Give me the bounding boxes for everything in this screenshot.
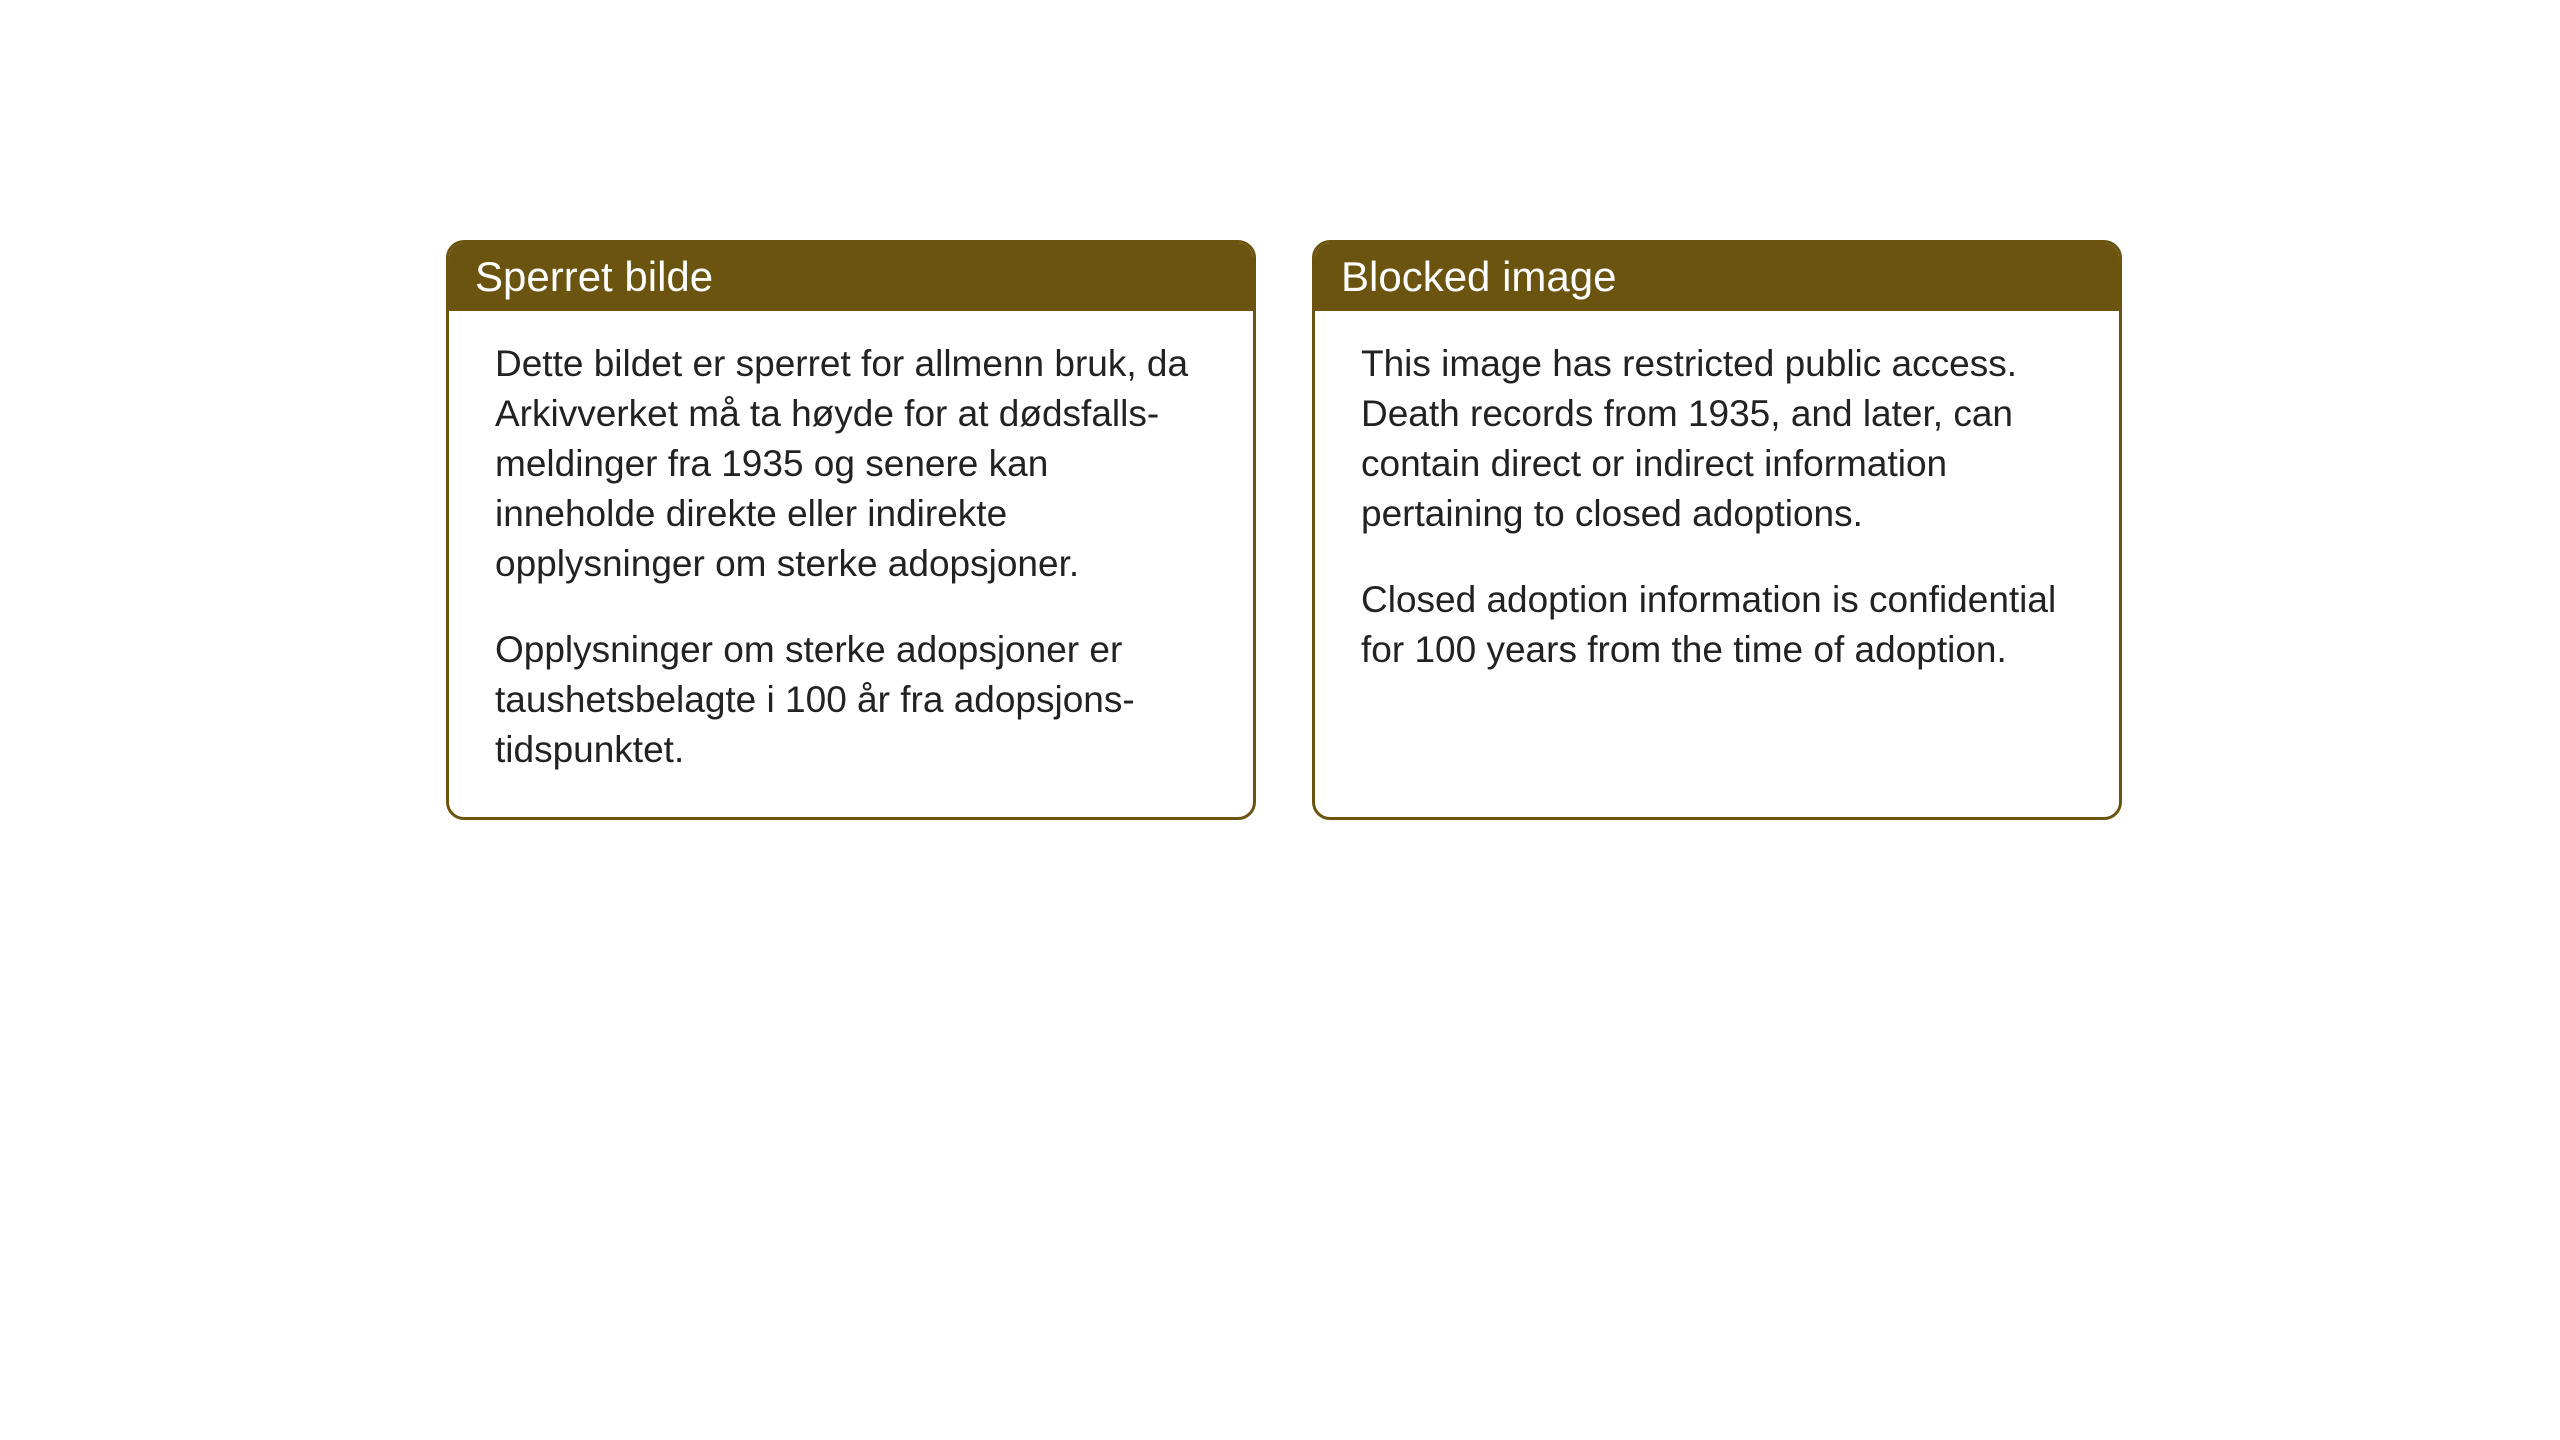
card-title-norwegian: Sperret bilde [475,253,713,300]
notice-card-english: Blocked image This image has restricted … [1312,240,2122,820]
card-paragraph-english-1: This image has restricted public access.… [1361,339,2073,539]
notice-card-norwegian: Sperret bilde Dette bildet er sperret fo… [446,240,1256,820]
card-paragraph-norwegian-1: Dette bildet er sperret for allmenn bruk… [495,339,1207,589]
card-body-english: This image has restricted public access.… [1315,311,2119,717]
card-paragraph-norwegian-2: Opplysninger om sterke adopsjoner er tau… [495,625,1207,775]
card-paragraph-english-2: Closed adoption information is confident… [1361,575,2073,675]
card-body-norwegian: Dette bildet er sperret for allmenn bruk… [449,311,1253,817]
card-header-norwegian: Sperret bilde [449,243,1253,311]
card-header-english: Blocked image [1315,243,2119,311]
card-title-english: Blocked image [1341,253,1616,300]
notice-container: Sperret bilde Dette bildet er sperret fo… [446,240,2122,820]
